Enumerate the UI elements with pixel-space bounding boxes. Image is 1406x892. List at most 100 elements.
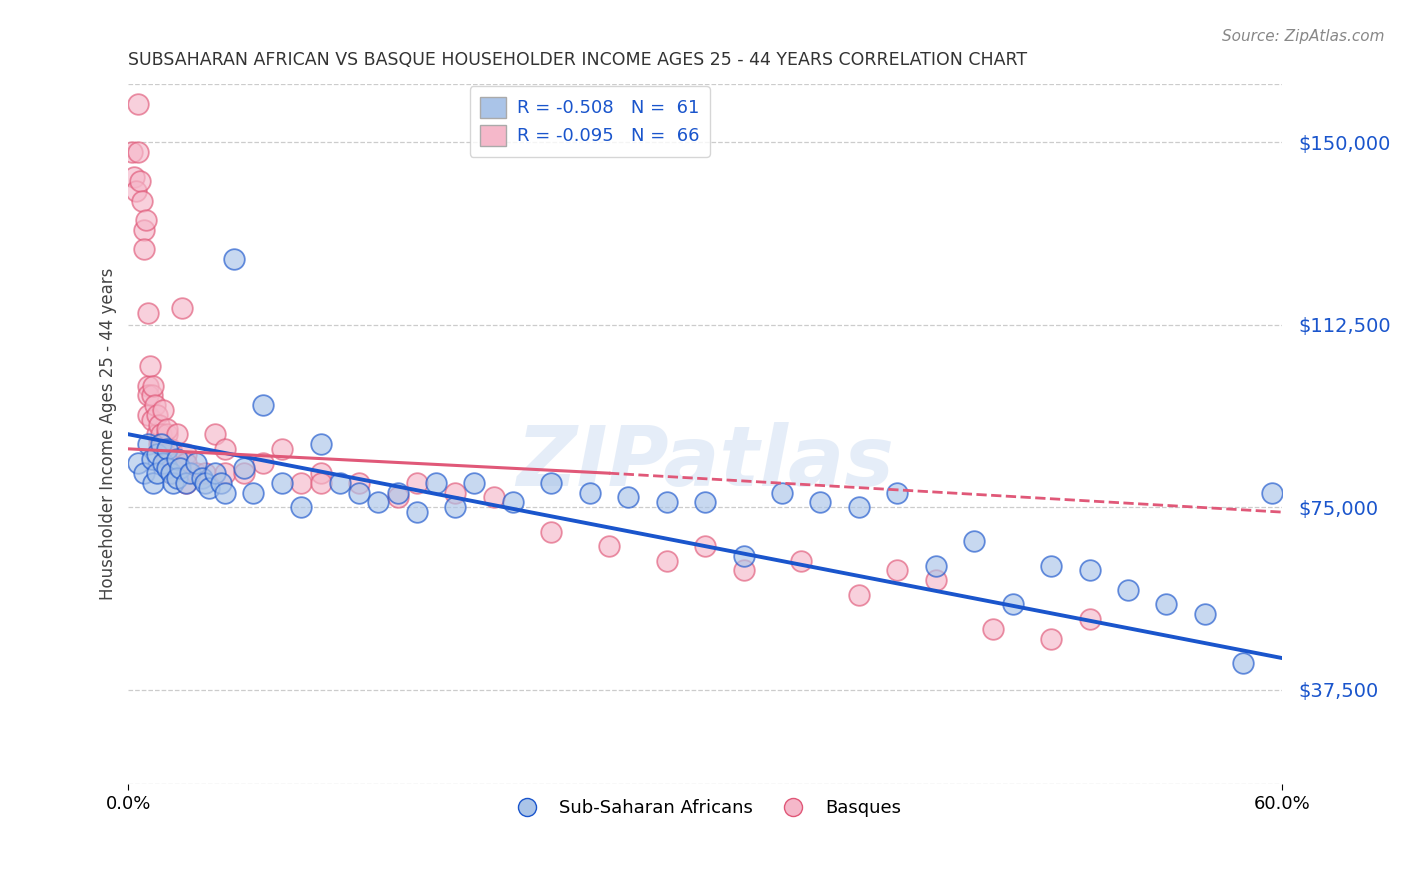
Point <box>733 549 755 563</box>
Point <box>135 213 157 227</box>
Point <box>693 495 716 509</box>
Point <box>166 457 188 471</box>
Point <box>153 447 176 461</box>
Point <box>886 564 908 578</box>
Point <box>925 573 948 587</box>
Point <box>733 564 755 578</box>
Text: SUBSAHARAN AFRICAN VS BASQUE HOUSEHOLDER INCOME AGES 25 - 44 YEARS CORRELATION C: SUBSAHARAN AFRICAN VS BASQUE HOUSEHOLDER… <box>128 51 1028 69</box>
Point <box>983 622 1005 636</box>
Point <box>1040 558 1063 573</box>
Point <box>184 457 207 471</box>
Point <box>174 447 197 461</box>
Point <box>146 466 169 480</box>
Point <box>166 451 188 466</box>
Legend: Sub-Saharan Africans, Basques: Sub-Saharan Africans, Basques <box>502 792 908 824</box>
Point <box>132 466 155 480</box>
Point <box>146 408 169 422</box>
Point <box>174 475 197 490</box>
Point <box>127 145 149 160</box>
Point <box>290 500 312 515</box>
Point <box>174 475 197 490</box>
Point <box>232 461 254 475</box>
Point <box>790 554 813 568</box>
Point <box>169 461 191 475</box>
Point <box>252 457 274 471</box>
Point <box>214 442 236 456</box>
Point <box>138 359 160 374</box>
Point <box>156 451 179 466</box>
Point <box>159 466 181 480</box>
Point <box>162 475 184 490</box>
Point <box>125 184 148 198</box>
Point <box>405 475 427 490</box>
Point <box>444 500 467 515</box>
Point <box>1261 485 1284 500</box>
Point <box>132 243 155 257</box>
Point <box>540 475 562 490</box>
Point <box>190 471 212 485</box>
Point <box>194 466 217 480</box>
Point <box>309 475 332 490</box>
Point <box>150 437 173 451</box>
Point <box>209 475 232 490</box>
Point <box>617 491 640 505</box>
Point <box>204 466 226 480</box>
Point <box>482 491 505 505</box>
Point <box>1232 656 1254 670</box>
Point <box>136 408 159 422</box>
Point <box>198 481 221 495</box>
Point <box>156 461 179 475</box>
Point <box>129 174 152 188</box>
Point <box>152 403 174 417</box>
Point <box>214 466 236 480</box>
Point <box>152 457 174 471</box>
Point <box>136 378 159 392</box>
Point <box>148 437 170 451</box>
Point <box>1156 598 1178 612</box>
Point <box>387 491 409 505</box>
Point <box>141 413 163 427</box>
Point <box>1001 598 1024 612</box>
Point <box>122 169 145 184</box>
Point <box>150 427 173 442</box>
Point <box>309 437 332 451</box>
Y-axis label: Householder Income Ages 25 - 44 years: Householder Income Ages 25 - 44 years <box>100 268 117 600</box>
Point <box>156 427 179 442</box>
Point <box>145 398 167 412</box>
Point <box>387 485 409 500</box>
Point <box>172 301 194 315</box>
Point <box>770 485 793 500</box>
Point <box>141 388 163 402</box>
Point <box>141 451 163 466</box>
Point <box>166 427 188 442</box>
Point <box>502 495 524 509</box>
Point <box>132 223 155 237</box>
Point <box>136 306 159 320</box>
Point <box>810 495 832 509</box>
Point <box>1116 582 1139 597</box>
Point <box>578 485 600 500</box>
Point <box>367 495 389 509</box>
Point <box>1194 607 1216 622</box>
Point <box>271 475 294 490</box>
Text: ZIPatlas: ZIPatlas <box>516 422 894 503</box>
Point <box>598 539 620 553</box>
Point <box>152 437 174 451</box>
Point <box>963 534 986 549</box>
Point <box>848 500 870 515</box>
Point <box>271 442 294 456</box>
Point <box>329 475 352 490</box>
Point <box>925 558 948 573</box>
Point <box>693 539 716 553</box>
Point <box>127 96 149 111</box>
Point <box>166 471 188 485</box>
Point <box>127 457 149 471</box>
Point <box>146 447 169 461</box>
Point <box>252 398 274 412</box>
Point <box>142 475 165 490</box>
Point <box>159 466 181 480</box>
Point <box>1040 632 1063 646</box>
Point <box>405 505 427 519</box>
Point <box>655 554 678 568</box>
Point <box>309 466 332 480</box>
